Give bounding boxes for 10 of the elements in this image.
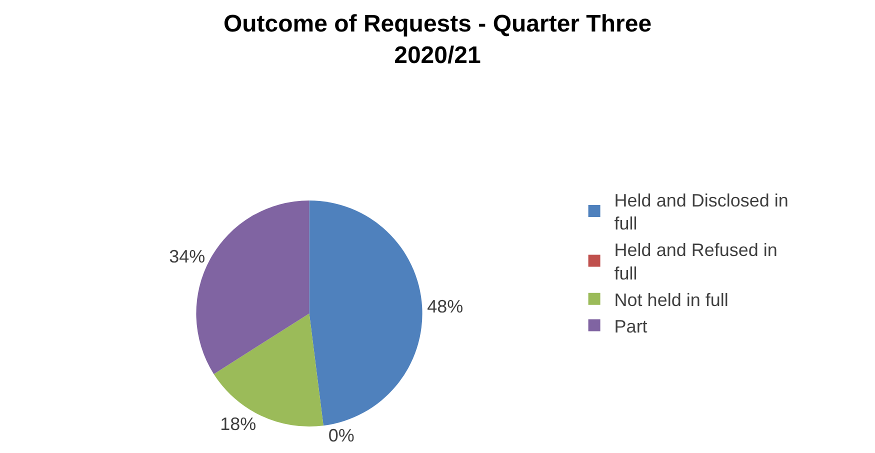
pie-slice xyxy=(309,200,422,426)
legend-label: Held and Disclosed in full xyxy=(614,190,788,234)
legend-label: Held and Refused in full xyxy=(614,240,778,284)
legend-label: Not held in full xyxy=(614,290,728,310)
data-label: 18% xyxy=(220,414,256,434)
data-label: 48% xyxy=(427,296,464,316)
text: 0% xyxy=(328,425,354,446)
data-label: 34% xyxy=(169,246,206,267)
legend-label: Part xyxy=(614,316,648,336)
chart-title: Outcome of Requests - Quarter Three 2020/21 xyxy=(223,10,652,69)
